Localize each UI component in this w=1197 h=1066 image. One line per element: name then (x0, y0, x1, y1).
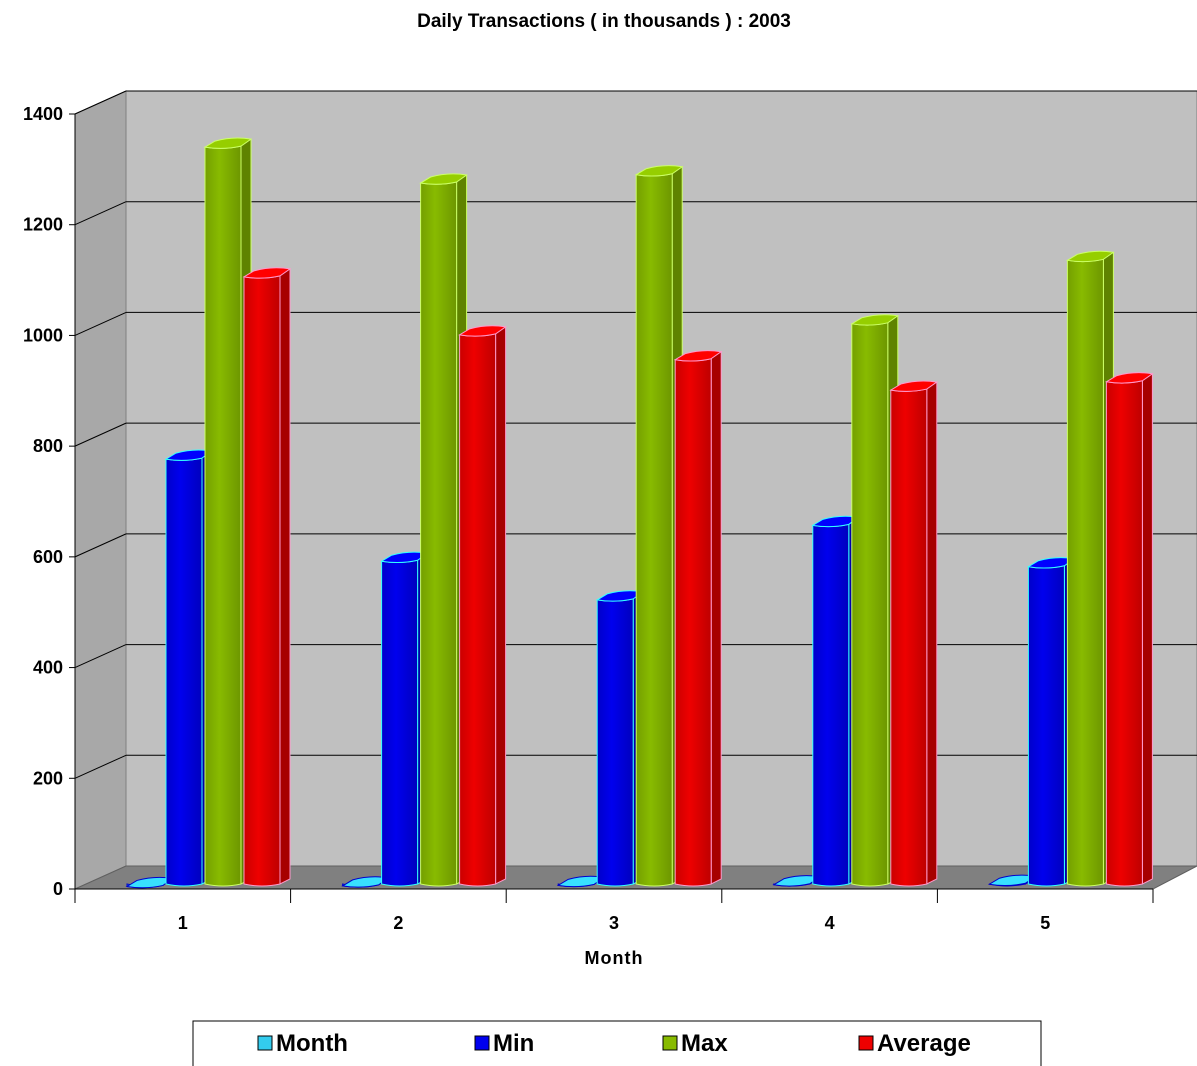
bar-average (458, 325, 507, 887)
bar-top (419, 173, 468, 185)
bar-top (889, 380, 939, 392)
y-tick-label: 0 (53, 879, 63, 899)
legend-label: Average (877, 1030, 971, 1057)
x-tick-label: 5 (1040, 913, 1050, 933)
y-tick-label: 1400 (23, 104, 63, 124)
y-tick-label: 600 (33, 547, 63, 567)
bar-top (673, 350, 723, 362)
bar-top (1065, 250, 1115, 263)
bar-front (1027, 565, 1065, 887)
legend: Month Min Max Average (192, 1020, 1042, 1066)
legend-label: Max (681, 1030, 728, 1057)
bar-front (381, 559, 419, 887)
bar-side (495, 326, 507, 885)
bar-average (1104, 372, 1154, 887)
bar-top (458, 325, 507, 337)
legend-box (192, 1020, 1042, 1066)
bar-top (242, 267, 292, 279)
gridline-depth (74, 644, 127, 669)
x-tick-label: 1 (178, 913, 188, 933)
bar-front (204, 145, 242, 887)
bar-front (596, 598, 634, 887)
bar-front (243, 275, 281, 887)
bar-top (850, 314, 900, 326)
bar-side (710, 350, 722, 885)
y-tick-label: 800 (33, 436, 63, 456)
legend-item-max: Max (662, 1030, 728, 1057)
gridline-depth (74, 201, 127, 226)
bar-average (889, 380, 939, 887)
labels: Daily Transactions ( in thousands ) : 20… (23, 11, 1050, 968)
gridline-depth (74, 754, 127, 779)
bar-front (165, 457, 203, 887)
bar-side (1141, 372, 1153, 885)
x-tick-label: 4 (825, 913, 835, 933)
gridline-depth (74, 90, 127, 115)
chart-title: Daily Transactions ( in thousands ) : 20… (417, 11, 791, 32)
legend-swatch (858, 1035, 874, 1051)
x-tick-label: 3 (609, 913, 619, 933)
bar-front (459, 333, 497, 887)
bar-front (674, 358, 712, 887)
y-tick-label: 400 (33, 658, 63, 678)
gridline-depth (74, 311, 127, 336)
bar-average (242, 267, 292, 887)
bar-front (1105, 380, 1143, 887)
bar-front (890, 388, 928, 887)
legend-swatch (662, 1035, 678, 1051)
legend-item-min: Min (474, 1030, 534, 1057)
bar-front (1066, 258, 1104, 887)
chart-left-wall (74, 90, 127, 890)
legend-label: Month (276, 1030, 348, 1057)
legend-swatch (257, 1035, 273, 1051)
bar-front (635, 173, 673, 887)
bars (125, 137, 1154, 889)
axes (69, 113, 1154, 903)
legend-item-month: Month (257, 1030, 348, 1057)
legend-label: Min (493, 1030, 534, 1057)
x-tick-label: 2 (393, 913, 403, 933)
legend-item-average: Average (858, 1030, 971, 1057)
y-tick-label: 1000 (23, 325, 63, 345)
bar-front (420, 181, 458, 887)
gridline-depth (74, 533, 127, 558)
bar-average (673, 350, 723, 887)
y-tick-label: 200 (33, 768, 63, 788)
y-tick-label: 1200 (23, 215, 63, 235)
bar-front (851, 322, 889, 887)
bar-side (279, 268, 291, 885)
bar-front (812, 523, 850, 887)
legend-swatch (474, 1035, 490, 1051)
bar-side (926, 381, 938, 885)
bar-top (634, 165, 684, 177)
gridline-depth (74, 422, 127, 447)
bar-top (203, 137, 253, 149)
bar-top (1104, 372, 1154, 384)
x-axis-title: Month (585, 948, 644, 968)
